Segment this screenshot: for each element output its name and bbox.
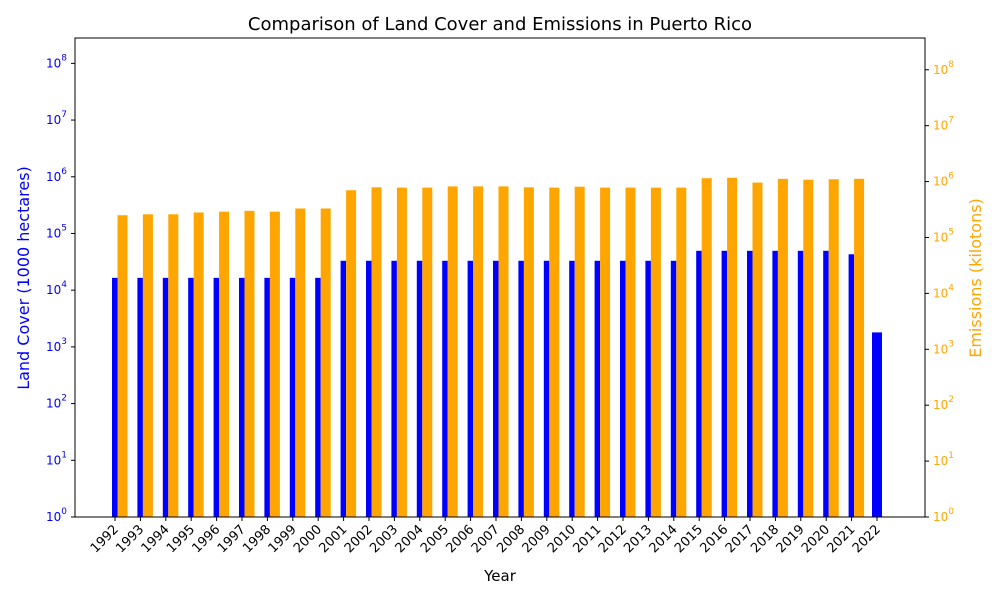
land-cover-bar-2018 bbox=[772, 250, 778, 518]
emissions-bar-2021 bbox=[854, 178, 865, 518]
land-cover-bar-2004 bbox=[416, 260, 423, 517]
land-cover-bar-2011 bbox=[594, 260, 601, 517]
emissions-bar-2015 bbox=[701, 178, 712, 517]
emissions-bar-2009 bbox=[549, 187, 560, 517]
emissions-bar-2012 bbox=[625, 187, 636, 517]
emissions-bar-2005 bbox=[447, 186, 458, 517]
emissions-bar-2017 bbox=[752, 182, 763, 518]
land-cover-bar-2021 bbox=[848, 254, 855, 518]
land-cover-bar-2009 bbox=[543, 260, 550, 517]
land-cover-bar-1999 bbox=[289, 277, 296, 517]
emissions-bar-2003 bbox=[396, 187, 407, 517]
left-tick-exponent-0: 0 bbox=[61, 507, 67, 517]
right-tick-exponent-5: 5 bbox=[948, 227, 954, 237]
left-tick-exponent-7: 7 bbox=[61, 110, 67, 120]
emissions-bar-1999 bbox=[295, 208, 306, 517]
emissions-bar-2006 bbox=[473, 186, 484, 517]
right-tick-exponent-4: 4 bbox=[948, 283, 954, 293]
left-tick-exponent-1: 1 bbox=[61, 450, 67, 460]
land-cover-bar-2008 bbox=[518, 260, 524, 517]
emissions-bar-2020 bbox=[828, 179, 839, 517]
left-tick-exponent-3: 3 bbox=[61, 337, 67, 347]
emissions-bar-1996 bbox=[219, 211, 230, 517]
left-tick-exponent-2: 2 bbox=[61, 394, 67, 404]
land-cover-bar-1992 bbox=[112, 277, 118, 517]
emissions-bar-1992 bbox=[117, 215, 128, 517]
right-tick-exponent-0: 0 bbox=[948, 507, 954, 517]
land-cover-bar-2003 bbox=[391, 260, 397, 517]
land-cover-bar-1997 bbox=[239, 277, 245, 517]
land-cover-bar-2001 bbox=[340, 260, 347, 517]
emissions-bar-2008 bbox=[523, 187, 534, 517]
emissions-bar-2011 bbox=[600, 187, 611, 517]
emissions-bar-2007 bbox=[498, 186, 509, 517]
x-axis-label: Year bbox=[483, 567, 517, 585]
land-cover-bar-2005 bbox=[442, 260, 448, 517]
emissions-bar-1995 bbox=[193, 212, 204, 517]
land-cover-bar-1994 bbox=[162, 277, 169, 517]
land-cover-bar-2000 bbox=[315, 277, 321, 517]
emissions-bar-2019 bbox=[803, 179, 814, 517]
emissions-bar-1994 bbox=[168, 214, 179, 517]
right-tick-exponent-3: 3 bbox=[948, 339, 954, 349]
left-tick-exponent-6: 6 bbox=[61, 167, 67, 177]
right-tick-exponent-2: 2 bbox=[948, 395, 954, 405]
land-cover-bar-1996 bbox=[213, 277, 220, 517]
land-cover-bar-2022 bbox=[872, 332, 882, 517]
emissions-bar-2018 bbox=[777, 178, 788, 518]
land-cover-bar-2013 bbox=[645, 260, 651, 517]
emissions-bar-2014 bbox=[676, 187, 687, 517]
left-tick-exponent-4: 4 bbox=[61, 280, 67, 290]
emissions-bar-2010 bbox=[574, 186, 585, 517]
emissions-bar-2002 bbox=[371, 187, 382, 517]
emissions-bar-2001 bbox=[346, 190, 357, 517]
land-cover-bar-2015 bbox=[696, 250, 702, 518]
right-axis-label: Emissions (kilotons) bbox=[966, 198, 985, 358]
land-cover-bar-2010 bbox=[569, 260, 575, 517]
plot-frame bbox=[74, 37, 926, 518]
chart-title: Comparison of Land Cover and Emissions i… bbox=[248, 14, 752, 35]
emissions-bar-2004 bbox=[422, 187, 433, 517]
land-cover-bar-2002 bbox=[366, 260, 372, 517]
emissions-bar-1997 bbox=[244, 210, 255, 517]
land-cover-bar-1995 bbox=[188, 277, 194, 517]
right-tick-exponent-7: 7 bbox=[948, 116, 954, 126]
land-cover-bar-2017 bbox=[747, 250, 753, 518]
land-cover-bar-1998 bbox=[264, 277, 270, 517]
land-cover-bar-1993 bbox=[137, 277, 143, 517]
land-cover-bar-2014 bbox=[670, 260, 677, 517]
right-tick-exponent-1: 1 bbox=[948, 451, 954, 461]
bars-group bbox=[112, 177, 882, 518]
emissions-bar-2000 bbox=[320, 208, 331, 517]
emissions-bar-2016 bbox=[727, 177, 738, 517]
left-axis-label: Land Cover (1000 hectares) bbox=[14, 166, 33, 390]
left-tick-exponent-8: 8 bbox=[61, 53, 67, 63]
land-cover-bar-2007 bbox=[493, 260, 499, 517]
land-cover-bar-2016 bbox=[721, 250, 728, 518]
emissions-bar-2013 bbox=[650, 187, 661, 517]
land-cover-bar-2006 bbox=[467, 260, 474, 517]
left-tick-exponent-5: 5 bbox=[61, 223, 67, 233]
right-tick-exponent-6: 6 bbox=[948, 172, 954, 182]
right-tick-exponent-8: 8 bbox=[948, 60, 954, 70]
emissions-bar-1998 bbox=[269, 211, 280, 517]
emissions-bar-1993 bbox=[142, 214, 153, 517]
land-cover-bar-2020 bbox=[823, 250, 829, 518]
land-cover-bar-2019 bbox=[797, 250, 804, 518]
land-cover-bar-2012 bbox=[620, 260, 626, 517]
